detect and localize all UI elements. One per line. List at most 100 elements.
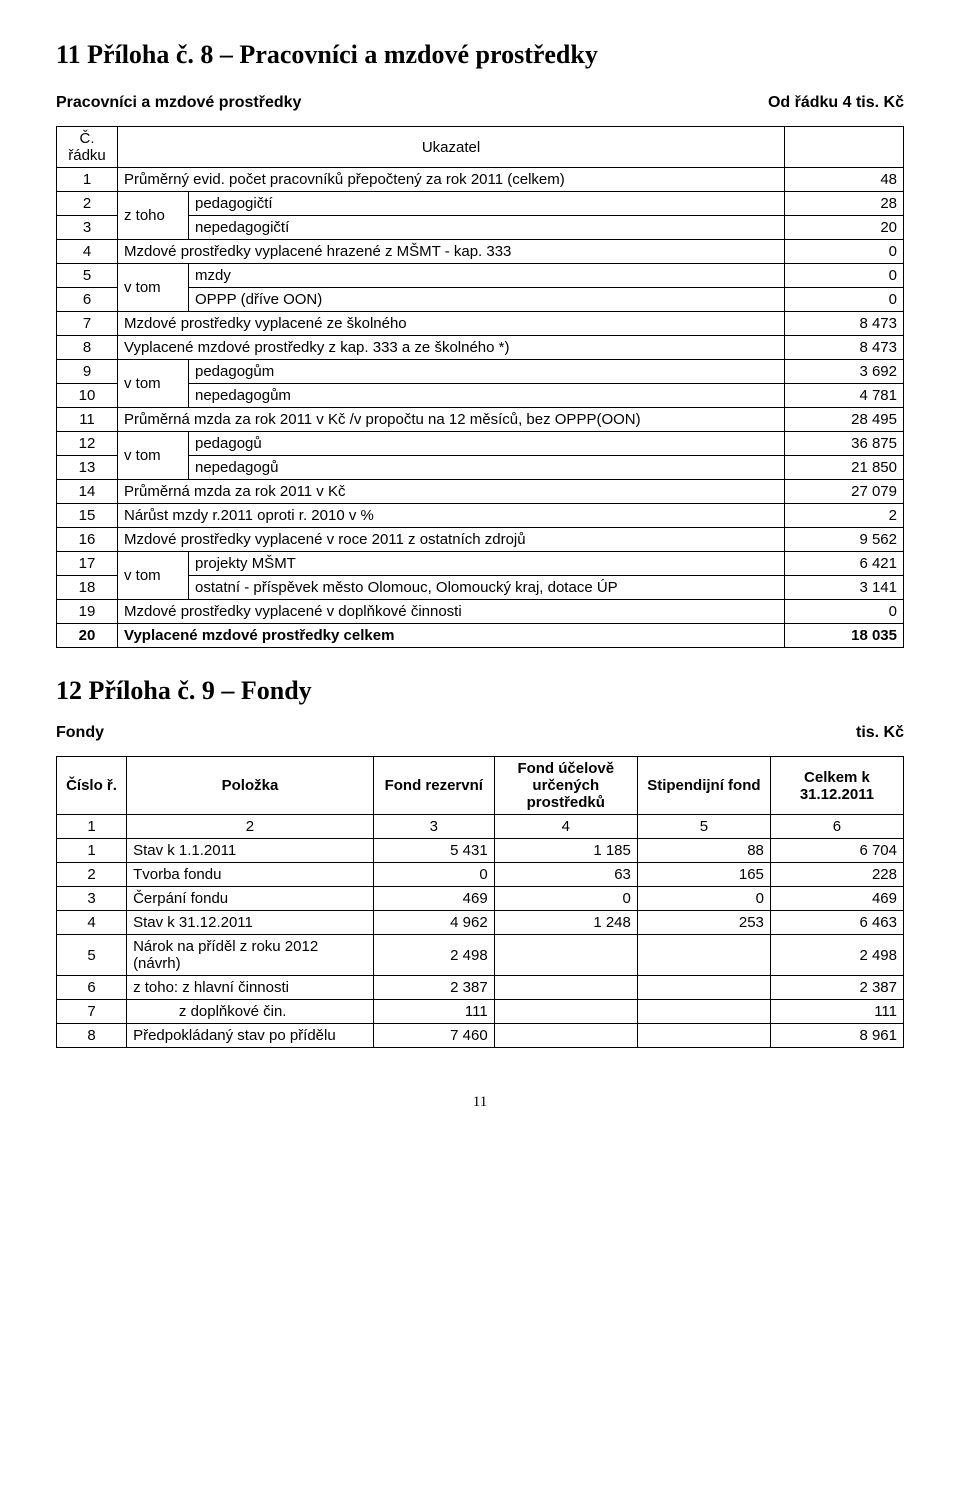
cell-val: 469	[373, 887, 494, 911]
cell-val: 469	[770, 887, 903, 911]
section-2-subhead-left: Fondy	[56, 724, 104, 742]
cell-num: 7	[57, 1000, 127, 1024]
cell-val: 2 498	[770, 935, 903, 976]
header-col-empty	[785, 127, 904, 168]
cell-label: z doplňkové čin.	[127, 1000, 374, 1024]
cell-val	[637, 1024, 770, 1048]
cell-label: Vyplacené mzdové prostředky celkem	[118, 624, 785, 648]
cell-label: Mzdové prostředky vyplacené v doplňkové …	[118, 600, 785, 624]
cell-val: 0	[785, 288, 904, 312]
cell-num: 3	[57, 216, 118, 240]
header-col-number: Číslo ř.	[57, 757, 127, 815]
idx-col: 4	[494, 815, 637, 839]
header-col-item: Položka	[127, 757, 374, 815]
section-2-subhead-right: tis. Kč	[856, 724, 904, 742]
cell-val: 63	[494, 863, 637, 887]
cell-label: Nárůst mzdy r.2011 oproti r. 2010 v %	[118, 504, 785, 528]
cell-val: 4 781	[785, 384, 904, 408]
cell-vtom: z toho	[118, 192, 189, 240]
cell-num: 9	[57, 360, 118, 384]
cell-num: 18	[57, 576, 118, 600]
cell-num: 7	[57, 312, 118, 336]
cell-val: 9 562	[785, 528, 904, 552]
table-row: Číslo ř. Položka Fond rezervní Fond účel…	[57, 757, 904, 815]
cell-val: 2 387	[373, 976, 494, 1000]
cell-val: 0	[785, 240, 904, 264]
cell-vtom: v tom	[118, 552, 189, 600]
cell-label: z toho: z hlavní činnosti	[127, 976, 374, 1000]
cell-vtom: v tom	[118, 360, 189, 408]
cell-val	[637, 935, 770, 976]
table-row: 12 v tom pedagogů 36 875	[57, 432, 904, 456]
section-1-subhead-right: Od řádku 4 tis. Kč	[768, 94, 904, 112]
cell-val	[637, 976, 770, 1000]
cell-num: 13	[57, 456, 118, 480]
cell-num: 2	[57, 192, 118, 216]
cell-val: 2 387	[770, 976, 903, 1000]
table-row: 4 Mzdové prostředky vyplacené hrazené z …	[57, 240, 904, 264]
cell-label: Stav k 1.1.2011	[127, 839, 374, 863]
cell-num: 4	[57, 911, 127, 935]
idx-col: 2	[127, 815, 374, 839]
page-number: 11	[56, 1094, 904, 1111]
section-1-subhead-left: Pracovníci a mzdové prostředky	[56, 94, 301, 112]
cell-val: 0	[785, 264, 904, 288]
table-row: 7 Mzdové prostředky vyplacené ze školnéh…	[57, 312, 904, 336]
cell-num: 5	[57, 264, 118, 288]
cell-label: Průměrná mzda za rok 2011 v Kč /v propoč…	[118, 408, 785, 432]
cell-val: 2 498	[373, 935, 494, 976]
cell-label: Nárok na příděl z roku 2012 (návrh)	[127, 935, 374, 976]
cell-num: 10	[57, 384, 118, 408]
cell-label: Stav k 31.12.2011	[127, 911, 374, 935]
header-col-purpose: Fond účelově určených prostředků	[494, 757, 637, 815]
cell-num: 4	[57, 240, 118, 264]
cell-val: 2	[785, 504, 904, 528]
cell-val: 111	[770, 1000, 903, 1024]
section-1-subhead: Pracovníci a mzdové prostředky Od řádku …	[56, 94, 904, 112]
cell-num: 20	[57, 624, 118, 648]
table-funds: Číslo ř. Položka Fond rezervní Fond účel…	[56, 756, 904, 1048]
idx-col: 6	[770, 815, 903, 839]
cell-num: 12	[57, 432, 118, 456]
table-row: 1 Průměrný evid. počet pracovníků přepoč…	[57, 168, 904, 192]
cell-val: 4 962	[373, 911, 494, 935]
idx-col: 1	[57, 815, 127, 839]
cell-val: 0	[785, 600, 904, 624]
cell-num: 17	[57, 552, 118, 576]
cell-num: 2	[57, 863, 127, 887]
cell-label: nepedagogů	[189, 456, 785, 480]
header-col-reserve: Fond rezervní	[373, 757, 494, 815]
cell-val	[494, 935, 637, 976]
cell-label: Průměrná mzda za rok 2011 v Kč	[118, 480, 785, 504]
table-row: 3 Čerpání fondu 469 0 0 469	[57, 887, 904, 911]
cell-num: 8	[57, 1024, 127, 1048]
cell-num: 6	[57, 288, 118, 312]
cell-num: 5	[57, 935, 127, 976]
section-2-title: 12 Příloha č. 9 – Fondy	[56, 676, 904, 706]
cell-val: 27 079	[785, 480, 904, 504]
cell-label: nepedagogům	[189, 384, 785, 408]
cell-val: 48	[785, 168, 904, 192]
table-row: 2 Tvorba fondu 0 63 165 228	[57, 863, 904, 887]
cell-vtom: v tom	[118, 264, 189, 312]
cell-val: 5 431	[373, 839, 494, 863]
table-row: 16 Mzdové prostředky vyplacené v roce 20…	[57, 528, 904, 552]
header-col-total: Celkem k 31.12.2011	[770, 757, 903, 815]
cell-label: Mzdové prostředky vyplacené ze školného	[118, 312, 785, 336]
cell-label: pedagogů	[189, 432, 785, 456]
table-row: 6 z toho: z hlavní činnosti 2 387 2 387	[57, 976, 904, 1000]
cell-label: projekty MŠMT	[189, 552, 785, 576]
cell-val: 20	[785, 216, 904, 240]
table-row: 15 Nárůst mzdy r.2011 oproti r. 2010 v %…	[57, 504, 904, 528]
cell-val: 28 495	[785, 408, 904, 432]
header-col-indicator: Ukazatel	[118, 127, 785, 168]
cell-label: Průměrný evid. počet pracovníků přepočte…	[118, 168, 785, 192]
table-row: 19 Mzdové prostředky vyplacené v doplňko…	[57, 600, 904, 624]
cell-num: 8	[57, 336, 118, 360]
cell-val: 165	[637, 863, 770, 887]
cell-num: 19	[57, 600, 118, 624]
table-row: 8 Vyplacené mzdové prostředky z kap. 333…	[57, 336, 904, 360]
table-row: 9 v tom pedagogům 3 692	[57, 360, 904, 384]
cell-label: pedagogičtí	[189, 192, 785, 216]
cell-val: 8 473	[785, 336, 904, 360]
